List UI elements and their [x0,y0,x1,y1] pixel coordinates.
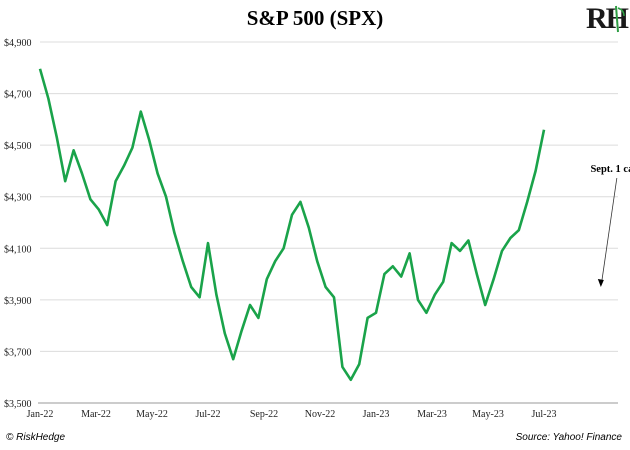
brand-logo-text: RH [586,2,629,35]
y-tick-label: $4,300 [4,193,32,204]
x-tick-label: Mar-22 [81,409,111,420]
footer-copyright: © RiskHedge [6,432,66,443]
y-axis-ticks: $3,500 $3,700 $3,900 $4,100 $4,300 $4,500 $4,7… [4,38,32,410]
y-tick-label: $4,900 [4,38,32,49]
brand-logo: RH [586,2,629,38]
x-tick-label: Jul-23 [532,409,557,420]
annotation-arrow-line [601,177,618,282]
x-tick-label: May-23 [472,409,504,420]
x-axis-ticks: Jan-22 Mar-22 May-22 Jul-22 Sep-22 Nov-22 Jan-… [27,409,557,420]
y-tick-label: $3,700 [4,347,32,358]
y-tick-label: $3,500 [4,399,32,410]
x-tick-label: Jan-23 [363,409,390,420]
logo-leaf-icon [615,5,625,33]
annotation-label: Sept. 1 call [590,164,630,175]
annotation: Sept. 1 call [590,164,630,287]
series-line [38,68,546,382]
x-tick-label: May-22 [136,409,168,420]
x-tick-label: Jul-22 [196,409,221,420]
chart-title: S&P 500 (SPX) [246,6,384,30]
footer-source: Source: Yahoo! Finance [515,432,622,443]
y-tick-label: $4,100 [4,244,32,255]
y-tick-label: $3,900 [4,296,32,307]
grid-lines [40,41,618,352]
x-tick-label: Jan-22 [27,409,54,420]
x-tick-label: Mar-23 [417,409,447,420]
x-tick-label: Sep-22 [250,409,278,420]
y-tick-label: $4,500 [4,141,32,152]
x-tick-label: Nov-22 [305,409,336,420]
annotation-arrow-head [597,278,604,287]
y-tick-label: $4,700 [4,90,32,101]
